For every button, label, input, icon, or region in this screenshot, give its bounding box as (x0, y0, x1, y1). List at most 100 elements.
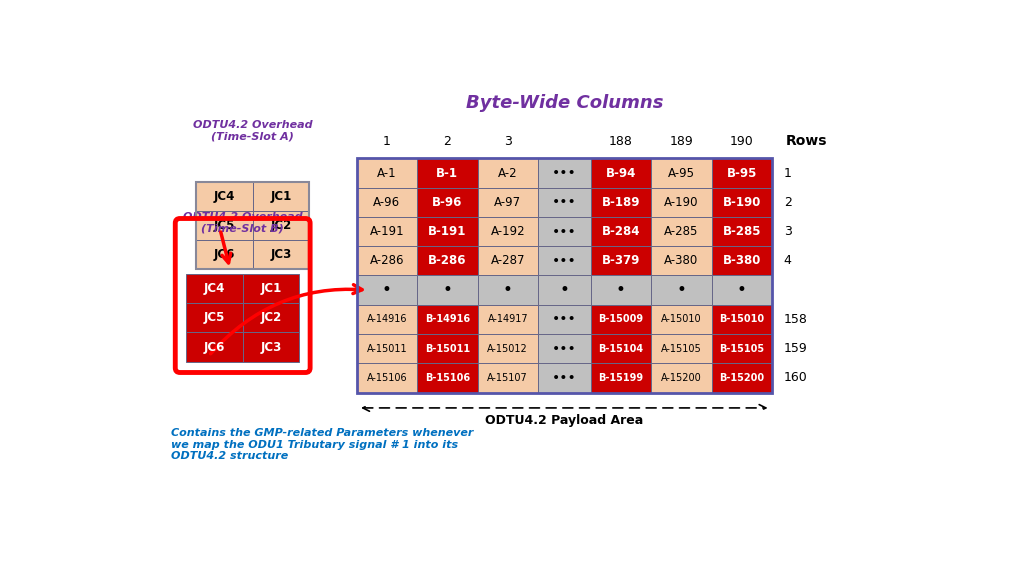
FancyBboxPatch shape (538, 217, 591, 246)
FancyBboxPatch shape (253, 211, 309, 240)
FancyBboxPatch shape (651, 217, 712, 246)
Text: •••: ••• (552, 254, 577, 268)
FancyBboxPatch shape (197, 211, 253, 240)
FancyBboxPatch shape (651, 363, 712, 392)
FancyBboxPatch shape (417, 188, 477, 217)
Text: B-15200: B-15200 (719, 373, 764, 383)
FancyBboxPatch shape (651, 158, 712, 188)
Text: B-286: B-286 (428, 255, 467, 267)
FancyBboxPatch shape (186, 303, 243, 332)
Text: B-96: B-96 (432, 196, 463, 209)
FancyBboxPatch shape (356, 334, 417, 363)
FancyBboxPatch shape (356, 246, 417, 275)
Text: B-189: B-189 (602, 196, 640, 209)
Text: B-15105: B-15105 (719, 344, 764, 354)
Text: B-94: B-94 (606, 166, 636, 180)
FancyBboxPatch shape (538, 246, 591, 275)
FancyBboxPatch shape (186, 332, 243, 362)
Text: JC4: JC4 (204, 282, 225, 295)
FancyBboxPatch shape (651, 334, 712, 363)
FancyBboxPatch shape (477, 188, 538, 217)
Text: B-14916: B-14916 (425, 314, 470, 324)
Text: 160: 160 (783, 372, 807, 384)
Text: •••: ••• (552, 312, 577, 327)
Text: A-285: A-285 (665, 225, 698, 238)
FancyBboxPatch shape (477, 305, 538, 334)
Text: •••: ••• (552, 371, 577, 385)
FancyBboxPatch shape (591, 305, 651, 334)
FancyBboxPatch shape (417, 334, 477, 363)
Text: 1: 1 (783, 166, 792, 180)
Text: JC4: JC4 (214, 190, 236, 203)
Text: •••: ••• (552, 342, 577, 355)
Text: •••: ••• (552, 195, 577, 209)
Text: 190: 190 (730, 135, 754, 147)
FancyBboxPatch shape (591, 363, 651, 392)
Text: ODTU4.2 Overhead
(Time-Slot B): ODTU4.2 Overhead (Time-Slot B) (183, 213, 302, 234)
FancyBboxPatch shape (417, 158, 477, 188)
FancyBboxPatch shape (417, 217, 477, 246)
FancyBboxPatch shape (243, 332, 299, 362)
FancyBboxPatch shape (591, 275, 651, 305)
Text: •: • (616, 281, 626, 299)
Text: B-284: B-284 (602, 225, 640, 238)
Text: 158: 158 (783, 313, 808, 326)
FancyBboxPatch shape (197, 181, 253, 211)
FancyBboxPatch shape (651, 305, 712, 334)
FancyBboxPatch shape (591, 334, 651, 363)
FancyBboxPatch shape (186, 274, 243, 303)
Text: B-15199: B-15199 (598, 373, 643, 383)
Text: A-380: A-380 (665, 255, 698, 267)
FancyBboxPatch shape (417, 246, 477, 275)
Text: B-379: B-379 (602, 255, 640, 267)
FancyBboxPatch shape (712, 188, 772, 217)
Text: •: • (382, 281, 392, 299)
Text: JC3: JC3 (260, 340, 282, 354)
FancyBboxPatch shape (243, 303, 299, 332)
Text: JC2: JC2 (260, 312, 282, 324)
Text: A-2: A-2 (498, 166, 517, 180)
FancyBboxPatch shape (651, 246, 712, 275)
FancyBboxPatch shape (712, 158, 772, 188)
Text: JC2: JC2 (270, 219, 292, 232)
Text: B-15104: B-15104 (598, 344, 643, 354)
Text: •: • (737, 281, 746, 299)
Text: •••: ••• (552, 225, 577, 238)
FancyBboxPatch shape (538, 275, 591, 305)
FancyBboxPatch shape (477, 363, 538, 392)
Text: JC1: JC1 (260, 282, 282, 295)
Text: A-192: A-192 (490, 225, 525, 238)
Text: •: • (503, 281, 513, 299)
Text: A-15012: A-15012 (487, 344, 528, 354)
Text: B-191: B-191 (428, 225, 467, 238)
FancyBboxPatch shape (538, 305, 591, 334)
FancyBboxPatch shape (712, 217, 772, 246)
FancyBboxPatch shape (591, 188, 651, 217)
FancyBboxPatch shape (477, 246, 538, 275)
FancyBboxPatch shape (712, 275, 772, 305)
FancyBboxPatch shape (712, 363, 772, 392)
Text: 3: 3 (504, 135, 512, 147)
Text: B-190: B-190 (723, 196, 761, 209)
Text: JC6: JC6 (214, 248, 236, 261)
Text: A-97: A-97 (495, 196, 521, 209)
FancyBboxPatch shape (712, 334, 772, 363)
Text: A-15011: A-15011 (367, 344, 408, 354)
Text: B-285: B-285 (723, 225, 761, 238)
Text: 188: 188 (609, 135, 633, 147)
Text: A-286: A-286 (370, 255, 404, 267)
FancyBboxPatch shape (651, 275, 712, 305)
Text: A-15200: A-15200 (660, 373, 701, 383)
Text: JC6: JC6 (204, 340, 225, 354)
FancyBboxPatch shape (591, 217, 651, 246)
FancyBboxPatch shape (356, 305, 417, 334)
FancyBboxPatch shape (712, 305, 772, 334)
FancyBboxPatch shape (356, 158, 417, 188)
Text: A-190: A-190 (665, 196, 698, 209)
Text: A-287: A-287 (490, 255, 525, 267)
FancyBboxPatch shape (356, 188, 417, 217)
Text: •: • (559, 281, 569, 299)
FancyBboxPatch shape (356, 217, 417, 246)
FancyBboxPatch shape (253, 240, 309, 270)
Text: A-14916: A-14916 (367, 314, 408, 324)
